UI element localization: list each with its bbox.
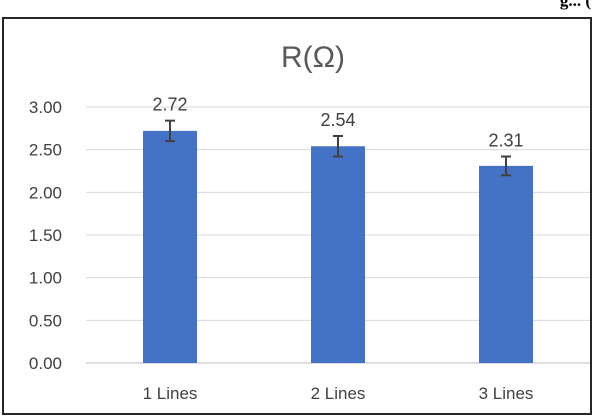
y-tick-label: 0.00	[29, 354, 62, 373]
bar	[479, 165, 533, 363]
data-label: 2.31	[488, 130, 523, 150]
cropped-header-text: g... (	[559, 0, 591, 10]
y-tick-label: 2.00	[29, 183, 62, 202]
error-bar	[165, 119, 175, 143]
category-label: 3 Lines	[479, 384, 534, 403]
bar	[311, 146, 365, 363]
data-labels: 2.72 2.54 2.31	[152, 95, 523, 151]
error-bar	[501, 155, 511, 177]
bars	[143, 130, 533, 363]
y-tick-label: 0.50	[29, 311, 62, 330]
y-tick-label: 3.00	[29, 98, 62, 117]
category-labels: 1 Lines 2 Lines 3 Lines	[143, 384, 534, 403]
bar	[143, 130, 197, 363]
y-tick-label: 2.50	[29, 141, 62, 160]
data-label: 2.72	[152, 95, 187, 115]
error-bar	[333, 135, 343, 158]
category-label: 1 Lines	[143, 384, 198, 403]
chart-title: R(Ω)	[281, 41, 345, 74]
y-tick-label: 1.00	[29, 269, 62, 288]
data-label: 2.54	[320, 110, 355, 130]
y-tick-labels: 0.00 0.50 1.00 1.50 2.00 2.50 3.00	[29, 98, 62, 373]
cropped-header: g... (	[0, 0, 597, 14]
error-bars	[165, 119, 511, 177]
y-tick-label: 1.50	[29, 226, 62, 245]
category-label: 2 Lines	[311, 384, 366, 403]
